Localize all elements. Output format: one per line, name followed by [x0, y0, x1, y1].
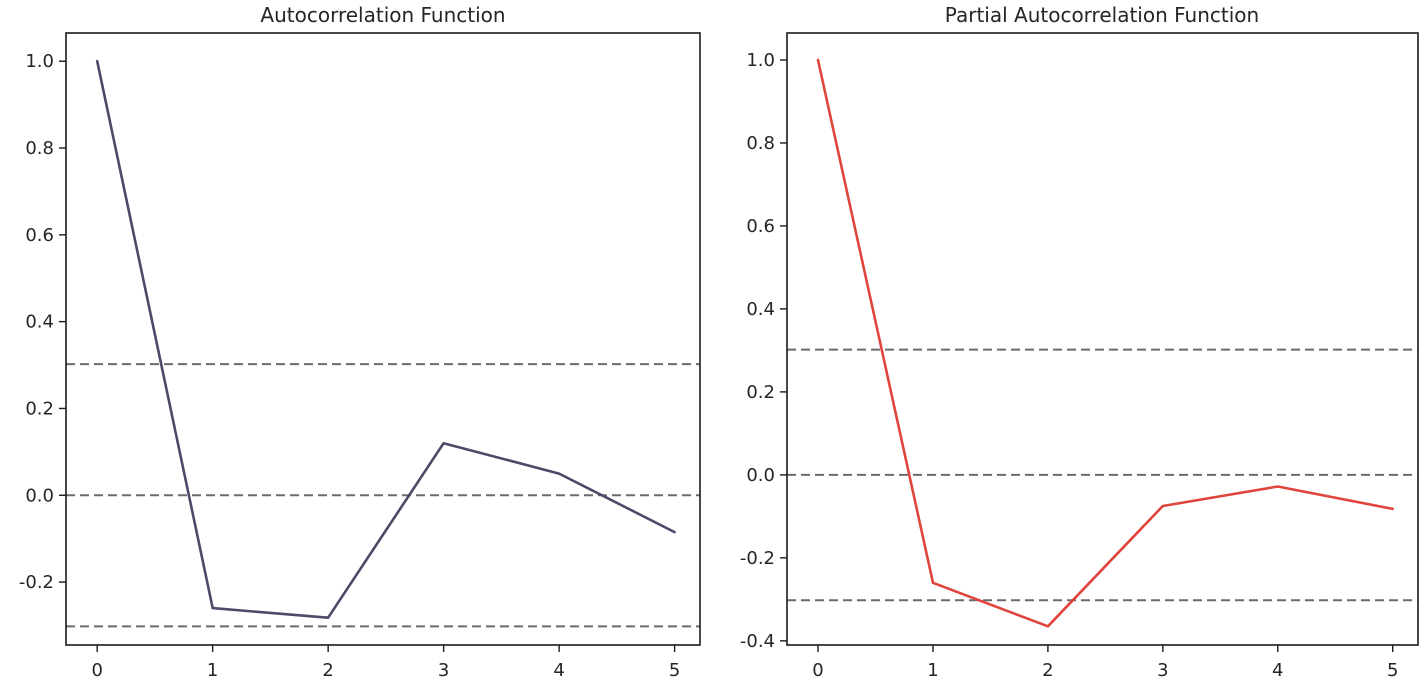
pacf-plot-frame [786, 32, 1419, 646]
pacf-x-tick-label-1: 1 [927, 660, 938, 681]
acf-plot-frame [65, 32, 701, 646]
acf-chart: Autocorrelation Function 0 1 2 3 4 5 -0.2 0.0 0.… [19, 3, 701, 681]
pacf-series-line [816, 58, 1395, 628]
acf-x-tick-label-3: 3 [438, 660, 449, 681]
pacf-chart: Partial Autocorrelation Function 0 1 2 3 4 5 -… [740, 3, 1419, 681]
pacf-y-tick-label-0: -0.4 [740, 631, 775, 652]
acf-x-tick-label-5: 5 [669, 660, 680, 681]
acf-series-line [95, 59, 676, 620]
acf-x-tick-label-4: 4 [553, 660, 564, 681]
acf-y-tick-label-3: 0.4 [25, 312, 54, 333]
acf-y-tick-label-2: 0.2 [25, 398, 54, 419]
pacf-x-tick-label-5: 5 [1387, 660, 1398, 681]
acf-x-tick-label-1: 1 [207, 660, 218, 681]
pacf-x-tick-label-0: 0 [812, 660, 823, 681]
pacf-y-tick-label-3: 0.2 [746, 382, 775, 403]
pacf-chart-panel: Partial Autocorrelation Function 0 1 2 3 4 5 -… [705, 0, 1425, 691]
pacf-y-tick-label-2: 0.0 [746, 465, 775, 486]
acf-chart-panel: Autocorrelation Function 0 1 2 3 4 5 -0.2 0.0 0.… [0, 0, 705, 691]
acf-x-tick-label-2: 2 [322, 660, 333, 681]
pacf-y-tick-label-1: -0.2 [740, 548, 775, 569]
acf-y-tick-label-6: 1.0 [25, 51, 54, 72]
pacf-x-tick-label-2: 2 [1042, 660, 1053, 681]
pacf-y-tick-label-6: 0.8 [746, 133, 775, 154]
acf-chart-title: Autocorrelation Function [260, 3, 505, 27]
acf-y-tick-label-5: 0.8 [25, 138, 54, 159]
acf-y-tick-label-0: -0.2 [19, 572, 54, 593]
acf-y-tick-label-4: 0.6 [25, 225, 54, 246]
pacf-x-tick-label-3: 3 [1157, 660, 1168, 681]
pacf-chart-title: Partial Autocorrelation Function [945, 3, 1259, 27]
acf-x-tick-label-0: 0 [91, 660, 102, 681]
pacf-y-tick-label-4: 0.4 [746, 299, 775, 320]
acf-y-tick-label-1: 0.0 [25, 485, 54, 506]
pacf-y-tick-label-7: 1.0 [746, 50, 775, 71]
pacf-x-tick-label-4: 4 [1272, 660, 1283, 681]
pacf-y-tick-label-5: 0.6 [746, 216, 775, 237]
